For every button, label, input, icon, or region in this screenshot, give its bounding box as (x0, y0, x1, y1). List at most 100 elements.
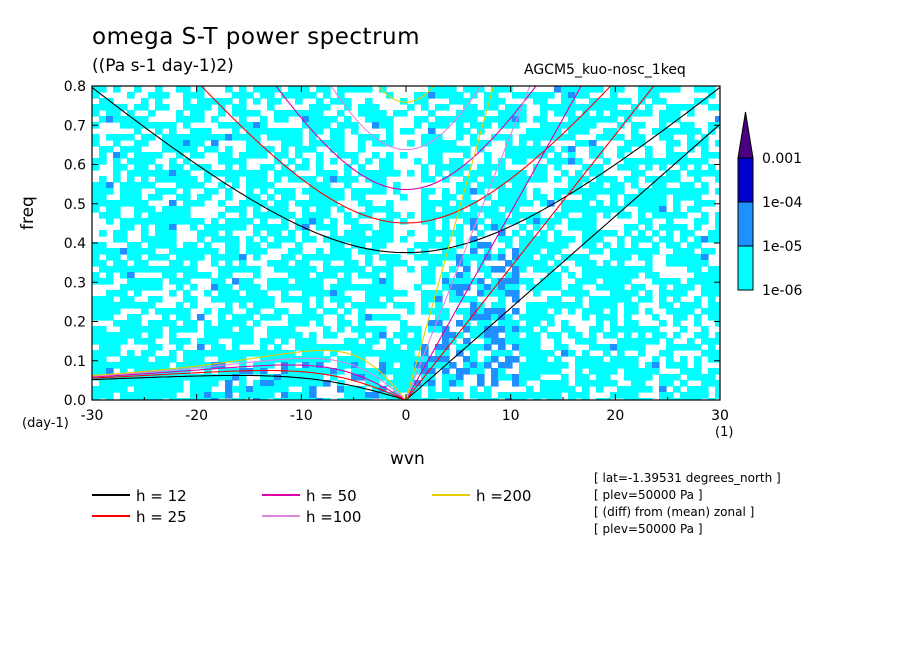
power-cell (393, 302, 401, 309)
power-cell (505, 338, 513, 345)
power-cell (491, 86, 499, 93)
power-cell (456, 236, 464, 243)
power-cell (337, 110, 345, 117)
power-cell (281, 290, 289, 297)
power-cell (302, 200, 310, 207)
power-cell (127, 116, 135, 123)
power-cell (582, 176, 590, 183)
power-cell (554, 338, 562, 345)
power-cell (617, 338, 625, 345)
power-cell (204, 134, 212, 141)
power-cell (379, 254, 387, 261)
power-cell (344, 218, 352, 225)
power-cell (547, 134, 555, 141)
power-cell (638, 338, 646, 345)
power-cell (211, 236, 219, 243)
power-cell (351, 326, 359, 333)
power-cell (281, 266, 289, 273)
power-cell (176, 164, 184, 171)
power-cell (281, 332, 289, 339)
power-cell (351, 176, 359, 183)
power-cell (470, 326, 478, 333)
power-cell (281, 152, 289, 159)
power-cell (288, 92, 296, 99)
power-cell (372, 122, 380, 129)
power-cell (190, 128, 198, 135)
power-cell (421, 374, 429, 381)
power-cell (141, 104, 149, 111)
power-cell (505, 320, 513, 327)
power-cell (421, 188, 429, 195)
power-cell (421, 98, 429, 105)
power-cell (253, 206, 261, 213)
power-cell (253, 134, 261, 141)
power-cell (253, 398, 261, 400)
power-cell (694, 386, 702, 393)
power-cell (701, 86, 709, 93)
power-cell (512, 176, 520, 183)
power-cell (645, 248, 653, 255)
power-cell (666, 362, 674, 369)
power-cell (428, 290, 436, 297)
power-cell (309, 350, 317, 357)
power-cell (652, 362, 660, 369)
power-cell (379, 374, 387, 381)
power-cell (610, 320, 618, 327)
power-cell (400, 98, 408, 105)
power-cell (421, 212, 429, 219)
power-cell (302, 218, 310, 225)
power-cell (134, 398, 142, 400)
power-cell (645, 206, 653, 213)
power-cell (260, 314, 268, 321)
power-cell (239, 392, 247, 399)
power-cell (351, 242, 359, 249)
power-cell (589, 278, 597, 285)
x-tick-label: 20 (606, 408, 624, 424)
power-cell (533, 314, 541, 321)
power-cell (309, 290, 317, 297)
power-cell (393, 254, 401, 261)
power-cell (260, 170, 268, 177)
power-cell (568, 236, 576, 243)
power-cell (624, 314, 632, 321)
power-cell (554, 278, 562, 285)
power-cell (645, 218, 653, 225)
power-cell (330, 146, 338, 153)
power-cell (498, 158, 506, 165)
power-cell (631, 182, 639, 189)
power-cell (288, 110, 296, 117)
power-cell (526, 152, 534, 159)
power-cell (176, 284, 184, 291)
power-cell (218, 278, 226, 285)
power-cell (582, 128, 590, 135)
power-cell (449, 392, 457, 399)
y-tick-label: 0.0 (64, 393, 86, 409)
power-cell (694, 242, 702, 249)
power-cell (540, 122, 548, 129)
power-cell (141, 284, 149, 291)
power-cell (358, 212, 366, 219)
power-cell (155, 170, 163, 177)
power-cell (260, 152, 268, 159)
chart-units: ((Pa s-1 day-1)2) (92, 56, 234, 76)
power-cell (148, 320, 156, 327)
power-cell (393, 374, 401, 381)
power-cell (211, 332, 219, 339)
power-cell (687, 110, 695, 117)
power-cell (246, 242, 254, 249)
power-cell (442, 176, 450, 183)
power-cell (540, 368, 548, 375)
power-cell (246, 176, 254, 183)
power-cell (190, 272, 198, 279)
power-cell (694, 266, 702, 273)
power-cell (323, 380, 331, 387)
power-cell (680, 212, 688, 219)
power-cell (589, 332, 597, 339)
power-cell (148, 206, 156, 213)
power-cell (232, 128, 240, 135)
power-cell (540, 260, 548, 267)
power-cell (267, 164, 275, 171)
power-cell (491, 206, 499, 213)
power-cell (127, 398, 135, 400)
power-cell (526, 200, 534, 207)
